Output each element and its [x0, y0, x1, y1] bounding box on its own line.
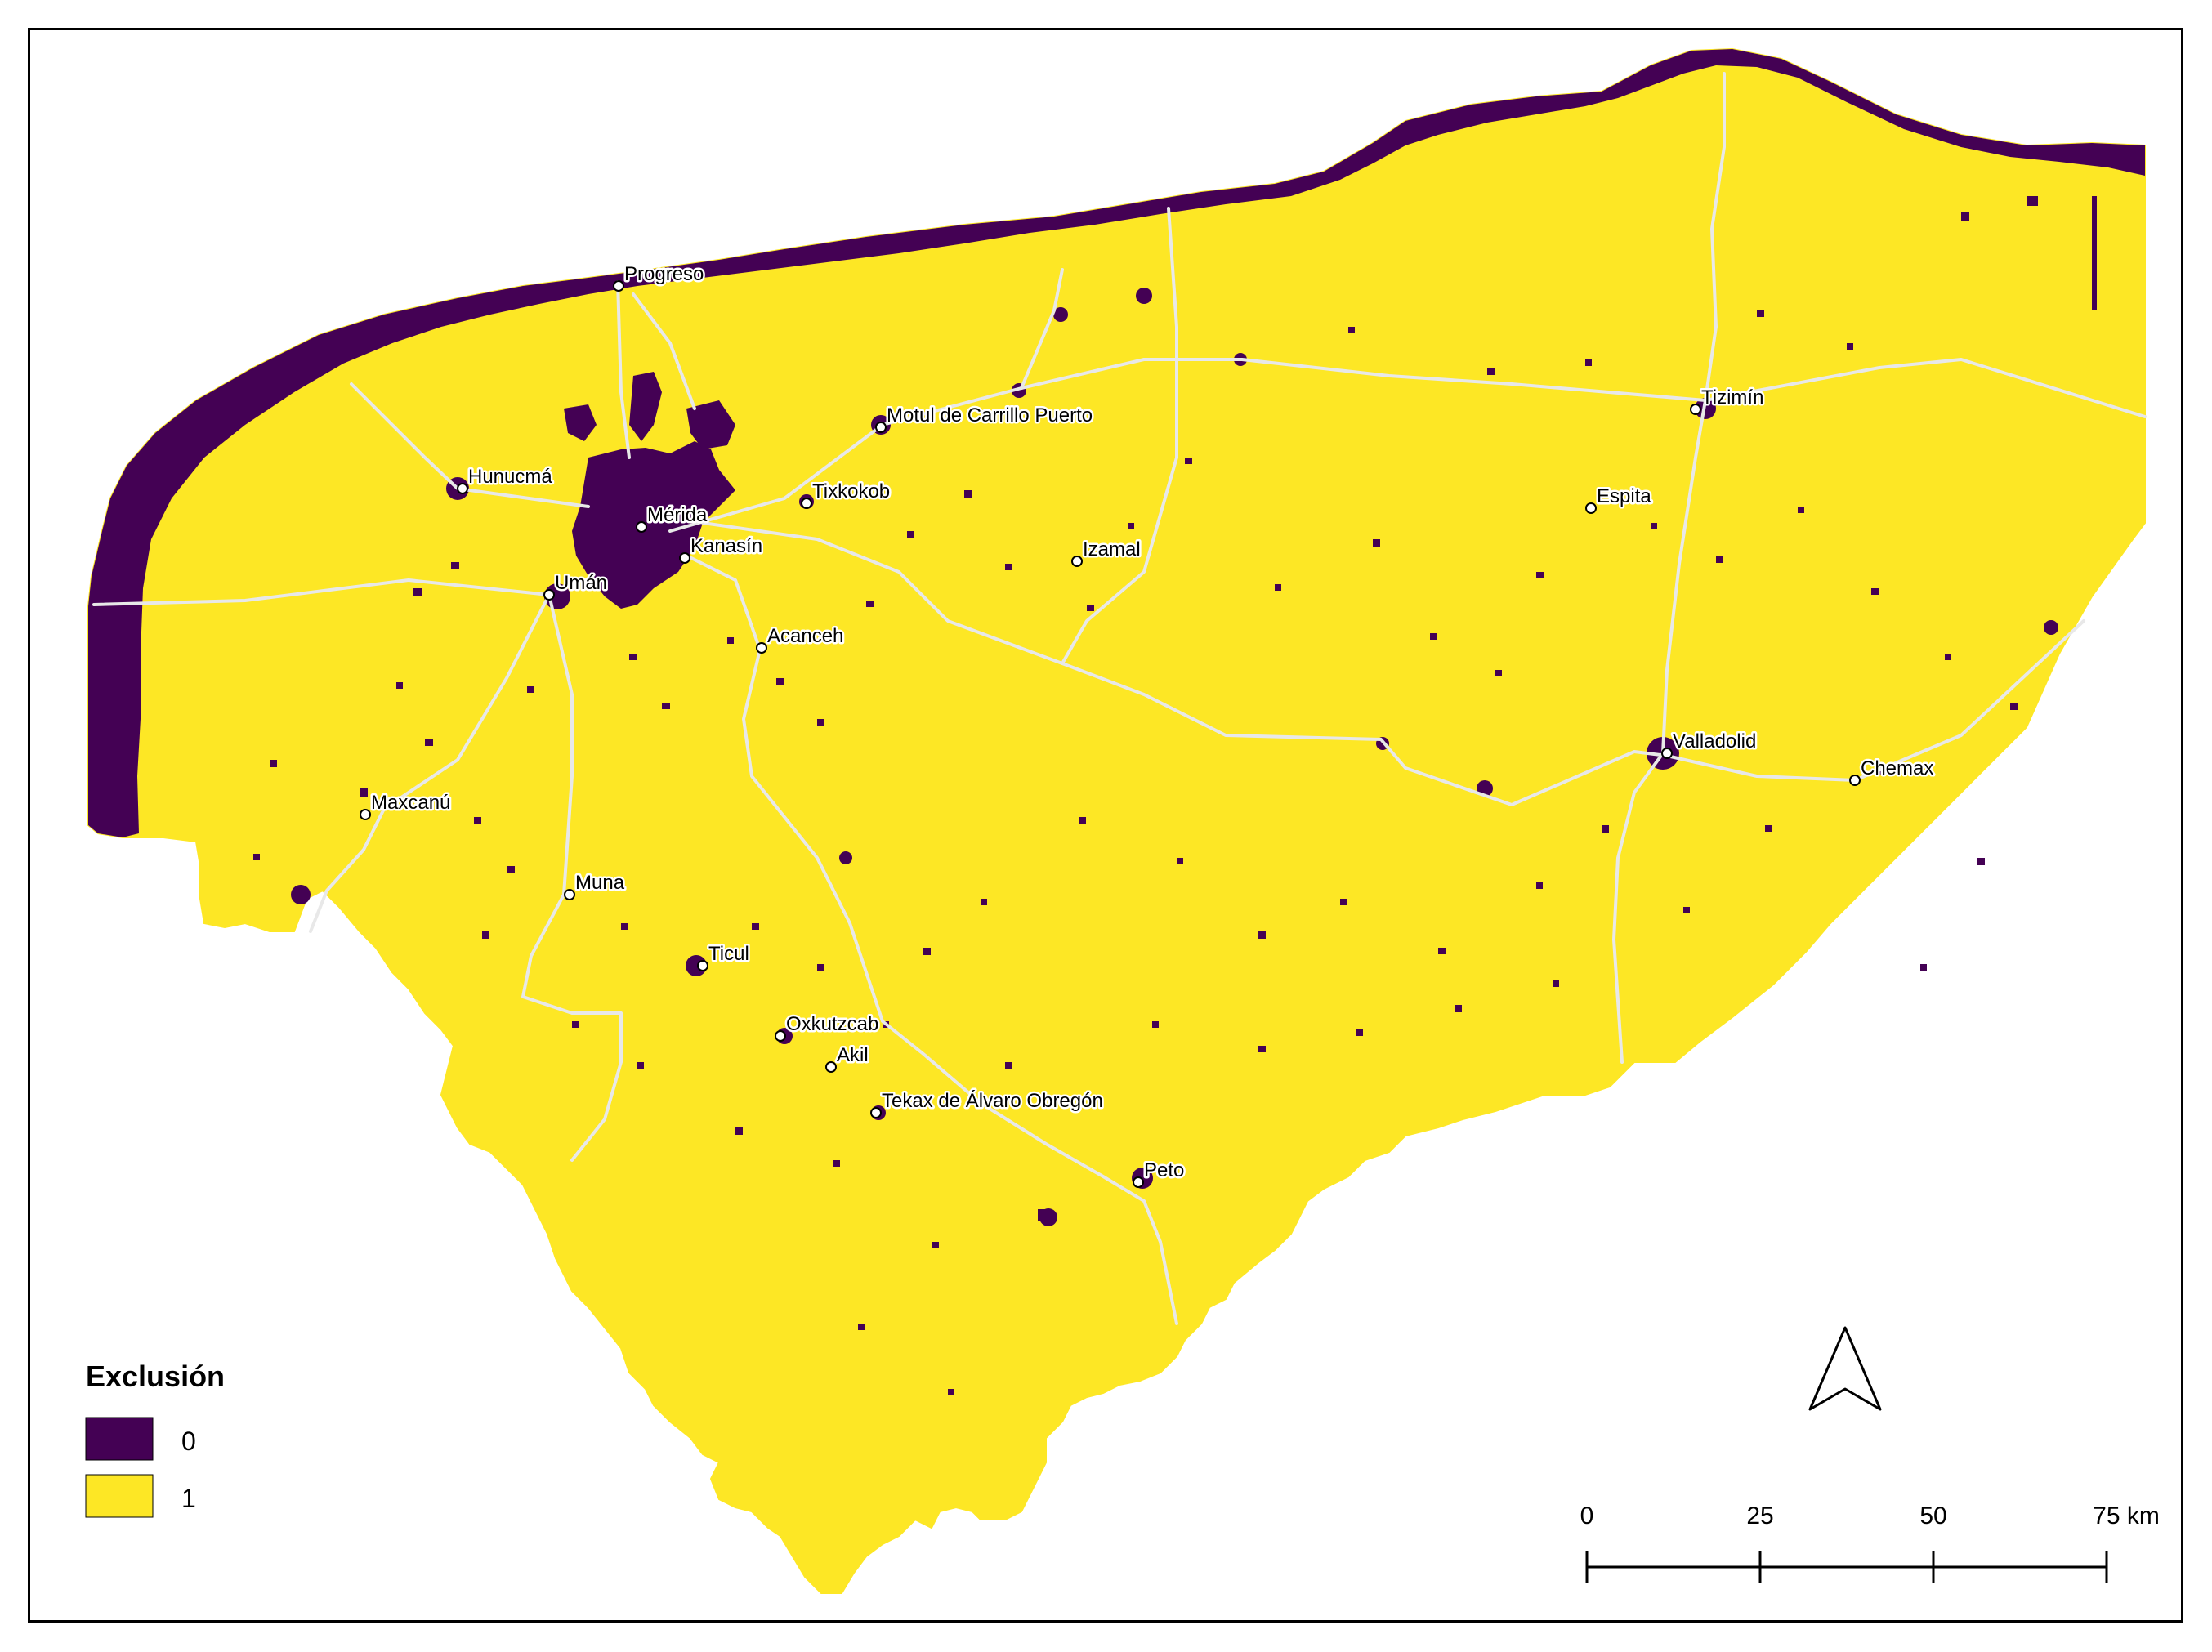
city-label: Peto — [1144, 1159, 1184, 1181]
legend-label-0: 0 — [181, 1427, 196, 1456]
legend: Exclusión 0 1 — [85, 1360, 225, 1518]
city-marker — [775, 1030, 786, 1042]
city-marker — [801, 498, 812, 509]
city-label: Tekax de Álvaro Obregón — [882, 1090, 1103, 1112]
city-label: Espita — [1597, 485, 1651, 507]
city-label: Tixkokob — [812, 480, 890, 502]
city-label: Mérida — [647, 504, 708, 526]
legend-title: Exclusión — [86, 1360, 225, 1393]
city-marker — [1133, 1176, 1144, 1188]
city-label: Chemax — [1861, 757, 1933, 779]
city-label: Acanceh — [767, 625, 843, 647]
city-label: Oxkutzcab — [786, 1013, 878, 1035]
urban-patch — [291, 885, 311, 904]
city-marker — [564, 889, 575, 900]
urban-patch — [686, 400, 735, 449]
city-label: Motul de Carrillo Puerto — [887, 404, 1093, 426]
legend-label-1: 1 — [181, 1484, 196, 1513]
merida-urban-exclusion — [572, 441, 735, 609]
city-label: Muna — [575, 872, 625, 894]
city-marker — [1849, 775, 1861, 786]
urban-patch — [629, 372, 662, 441]
city-marker — [543, 589, 555, 601]
city-label: Valladolid — [1673, 730, 1756, 752]
city-marker — [679, 552, 690, 564]
city-label: Akil — [837, 1044, 869, 1066]
city-label: Hunucmá — [468, 466, 552, 488]
city-label: Maxcanú — [371, 792, 450, 814]
urban-patch — [1053, 307, 1068, 322]
cities-layer: Progreso Hunucmá Mérida Kanasín Umán Tixkokob… — [360, 261, 1936, 1188]
scale-tick-0: 0 — [1580, 1502, 1594, 1529]
city-label: Kanasín — [690, 535, 762, 557]
scale-tick-50: 50 — [1919, 1502, 1946, 1529]
city-marker — [825, 1061, 837, 1073]
urban-patch — [839, 851, 852, 864]
city-label: Izamal — [1083, 538, 1141, 560]
city-marker — [697, 960, 708, 971]
city-marker — [636, 521, 647, 533]
city-marker — [1690, 404, 1701, 415]
city-label: Ticul — [708, 943, 749, 965]
city-label: Progreso — [624, 263, 704, 285]
scale-tick-25: 25 — [1746, 1502, 1773, 1529]
urban-patch — [1136, 288, 1152, 304]
legend-swatch-1 — [85, 1474, 154, 1518]
scale-tick-75: 75 km — [2093, 1502, 2160, 1529]
city-marker — [1661, 748, 1673, 759]
city-marker — [457, 483, 468, 494]
urban-patch — [564, 404, 597, 441]
city-marker — [360, 809, 371, 820]
city-marker — [870, 1107, 882, 1118]
city-marker — [1071, 556, 1083, 567]
city-marker — [1585, 502, 1597, 514]
urban-patch — [2044, 620, 2058, 635]
city-marker — [875, 422, 887, 433]
scale-bar: 0 25 50 75 km — [1580, 1502, 2160, 1583]
city-marker — [756, 642, 767, 654]
coastal-exclusion — [88, 49, 2145, 837]
north-arrow-icon — [1808, 1326, 1882, 1411]
city-marker — [613, 280, 624, 292]
legend-swatch-0 — [85, 1417, 154, 1461]
scattered-exclusion-patches — [253, 196, 2097, 1395]
city-label: Umán — [555, 572, 607, 594]
city-label: Tizimín — [1701, 386, 1763, 409]
